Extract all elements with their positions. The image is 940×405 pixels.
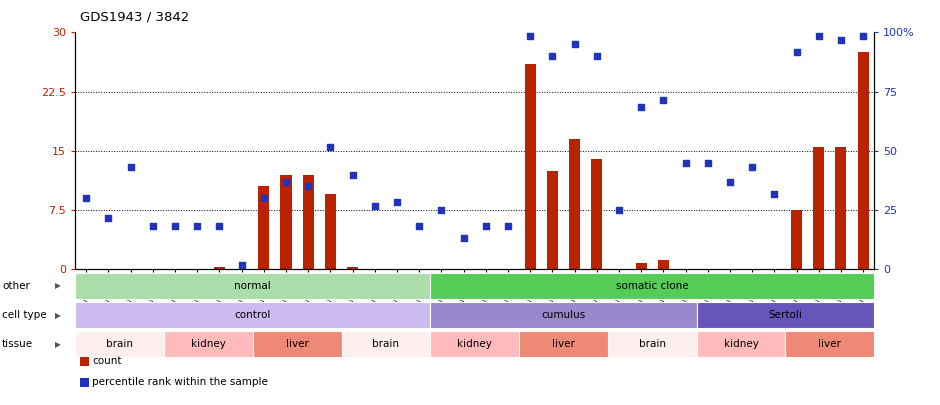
Point <box>234 262 249 269</box>
Bar <box>569 139 580 269</box>
Point <box>79 195 94 202</box>
Point <box>656 96 671 103</box>
Point <box>744 164 760 170</box>
Point <box>834 37 849 44</box>
Text: brain: brain <box>372 339 400 349</box>
Text: count: count <box>92 356 121 366</box>
Point <box>456 234 471 241</box>
Point <box>811 33 826 40</box>
Point <box>434 207 449 213</box>
Bar <box>525 64 536 269</box>
Point <box>389 199 404 205</box>
Bar <box>214 267 225 269</box>
Point <box>278 179 293 185</box>
Point <box>301 183 316 190</box>
Bar <box>591 159 603 269</box>
Text: percentile rank within the sample: percentile rank within the sample <box>92 377 268 387</box>
Text: tissue: tissue <box>2 339 33 349</box>
Point <box>567 41 582 47</box>
Bar <box>857 52 869 269</box>
Bar <box>280 175 291 269</box>
Text: brain: brain <box>639 339 666 349</box>
Bar <box>303 175 314 269</box>
Text: ▶: ▶ <box>55 281 61 290</box>
Bar <box>547 171 558 269</box>
Point <box>678 160 693 166</box>
Text: control: control <box>235 310 271 320</box>
Bar <box>325 194 336 269</box>
Point <box>723 179 738 185</box>
Bar <box>258 186 270 269</box>
Point <box>257 195 272 202</box>
Text: brain: brain <box>106 339 133 349</box>
Point <box>345 171 360 178</box>
Text: other: other <box>2 281 30 291</box>
Text: liver: liver <box>819 339 841 349</box>
Bar <box>791 210 802 269</box>
Point <box>167 223 182 229</box>
Text: liver: liver <box>286 339 308 349</box>
Bar <box>658 260 669 269</box>
Text: normal: normal <box>234 281 271 291</box>
Point <box>855 33 870 40</box>
Bar <box>813 147 824 269</box>
Point <box>523 33 538 40</box>
Point <box>700 160 715 166</box>
Point <box>146 223 161 229</box>
Point <box>611 207 626 213</box>
Text: liver: liver <box>552 339 575 349</box>
Point <box>212 223 227 229</box>
Point <box>500 223 515 229</box>
Point <box>412 223 427 229</box>
Point <box>478 223 494 229</box>
Point <box>101 215 116 221</box>
Bar <box>347 267 358 269</box>
Text: kidney: kidney <box>724 339 759 349</box>
Point <box>767 191 782 198</box>
Text: ▶: ▶ <box>55 340 61 349</box>
Point <box>634 104 649 111</box>
Point <box>368 203 383 209</box>
Text: cumulus: cumulus <box>541 310 586 320</box>
Bar <box>836 147 846 269</box>
Text: GDS1943 / 3842: GDS1943 / 3842 <box>80 10 189 23</box>
Text: Sertoli: Sertoli <box>769 310 803 320</box>
Point <box>589 53 604 60</box>
Point <box>123 164 138 170</box>
Text: cell type: cell type <box>2 310 46 320</box>
Point <box>323 144 338 150</box>
Bar <box>635 263 647 269</box>
Point <box>789 49 804 55</box>
Point <box>545 53 560 60</box>
Text: kidney: kidney <box>191 339 226 349</box>
Point <box>190 223 205 229</box>
Text: kidney: kidney <box>457 339 493 349</box>
Text: ▶: ▶ <box>55 311 61 320</box>
Text: somatic clone: somatic clone <box>616 281 689 291</box>
